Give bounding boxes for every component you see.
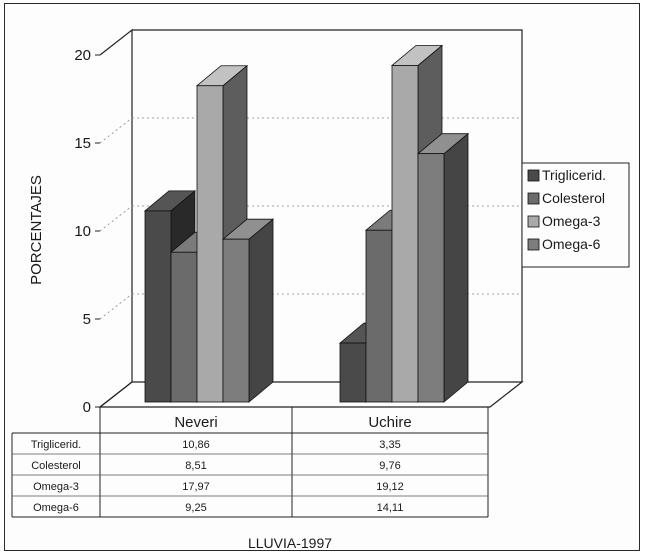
bar-omega-6-neveri (221, 218, 275, 403)
table-cell: 10,86 (182, 439, 210, 451)
table-cell: 8,51 (185, 460, 206, 472)
table-cell: 14,11 (377, 502, 404, 514)
legend-swatch (527, 169, 540, 182)
table-cell: 3,35 (379, 439, 400, 451)
legend-swatch (527, 192, 540, 205)
legend-label: Omega-3 (542, 213, 601, 229)
legend: Triglicerid. Colesterol Omega-3 Omega-6 (521, 162, 630, 268)
y-tick-label: 10 (74, 223, 91, 240)
chart-frame (4, 3, 640, 551)
y-tick-label: 20 (74, 47, 91, 64)
legend-swatch (527, 238, 540, 251)
table-cell: 17,97 (182, 481, 210, 493)
table-row-label: Triglicerid. (31, 439, 81, 451)
y-tick-label: 5 (83, 311, 91, 328)
table-row-label: Omega-6 (33, 502, 79, 514)
table-cell: 9,25 (185, 502, 206, 514)
x-axis-label: LLUVIA-1997 (248, 535, 332, 551)
legend-label: Colesterol (542, 190, 605, 206)
category-label-uchire: Uchire (368, 414, 411, 431)
legend-label: Omega-6 (542, 236, 601, 252)
y-axis-ticks: 0 5 10 15 20 (74, 47, 100, 416)
grid-line-side (99, 117, 133, 144)
table-row-label: Colesterol (31, 460, 81, 472)
bars (143, 44, 470, 403)
y-tick-label: 15 (74, 135, 91, 152)
data-table: Neveri Uchire Triglicerid. 10,86 3,35 Coleste… (11, 407, 489, 518)
table-row-label: Omega-3 (33, 481, 79, 493)
legend-swatch (527, 215, 540, 228)
table-cell: 19,12 (376, 481, 404, 493)
y-axis-label: PORCENTAJES (28, 175, 45, 285)
grid-line-side (99, 293, 133, 320)
table-cell: 9,76 (379, 460, 400, 472)
legend-label: Triglicerid. (542, 167, 606, 183)
y-tick-label: 0 (83, 399, 91, 416)
category-label-neveri: Neveri (174, 414, 217, 431)
grid-line-side (99, 205, 133, 232)
bar-omega-6-uchire (416, 132, 470, 403)
